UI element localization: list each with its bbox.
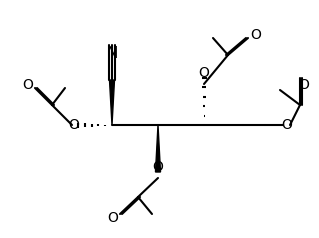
Text: O: O bbox=[152, 160, 163, 174]
Text: O: O bbox=[23, 78, 33, 92]
Text: O: O bbox=[250, 28, 262, 42]
Text: O: O bbox=[282, 118, 293, 132]
Text: O: O bbox=[299, 78, 309, 92]
Polygon shape bbox=[109, 80, 115, 125]
Text: O: O bbox=[108, 211, 118, 225]
Text: N: N bbox=[106, 45, 118, 60]
Polygon shape bbox=[155, 125, 160, 172]
Text: O: O bbox=[198, 66, 210, 80]
Text: O: O bbox=[69, 118, 79, 132]
